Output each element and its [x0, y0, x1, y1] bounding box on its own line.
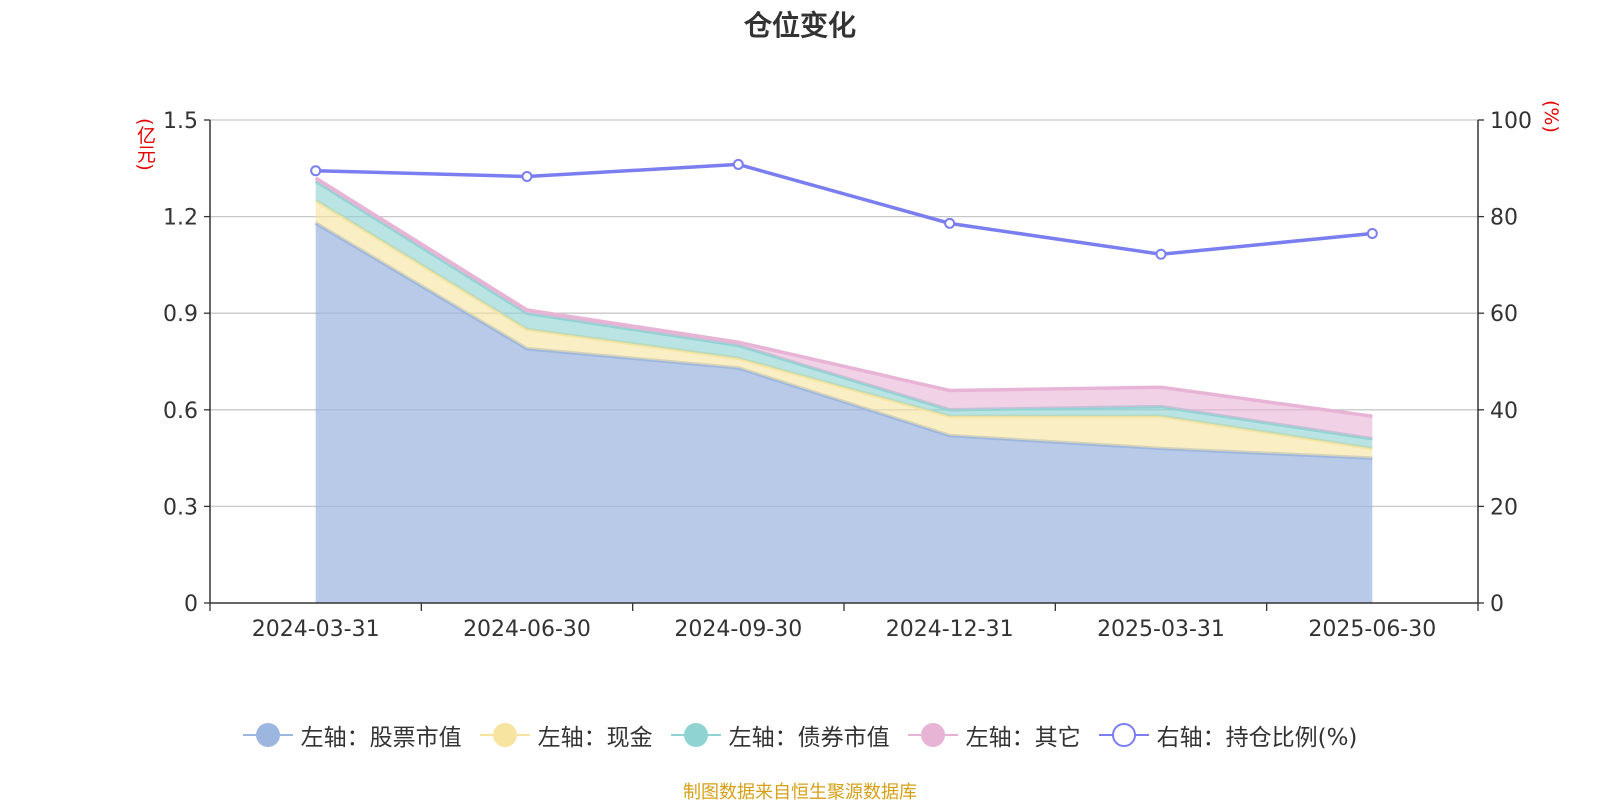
legend-item[interactable]: 左轴：其它	[907, 718, 1081, 752]
right-tick-label: 60	[1490, 302, 1518, 327]
holding-ratio-point	[1155, 248, 1167, 260]
legend-label: 左轴：其它	[965, 725, 1081, 751]
x-tick-label: 2025-03-31	[1097, 617, 1225, 642]
right-tick-label: 0	[1490, 592, 1504, 617]
left-axis-unit: (亿元)	[134, 118, 156, 171]
legend-swatch	[907, 723, 958, 747]
holding-ratio-point	[944, 217, 956, 229]
x-tick-label: 2025-06-30	[1308, 617, 1436, 642]
x-tick-label: 2024-12-31	[886, 617, 1014, 642]
legend-item[interactable]: 左轴：现金	[479, 718, 653, 752]
chart-title: 仓位变化	[743, 9, 856, 42]
legend-marker	[1111, 723, 1136, 747]
legend-swatch	[242, 723, 293, 747]
legend-label: 左轴：股票市值	[300, 725, 462, 751]
right-axis-unit: (%)	[1540, 100, 1562, 133]
line-series	[310, 158, 1378, 260]
left-tick-label: 1.5	[163, 109, 198, 134]
left-tick-label: 0.9	[163, 302, 198, 327]
area-0	[315, 223, 1373, 604]
holding-ratio-point	[1366, 228, 1378, 240]
axes: 0 0.3 0.6 0.9 1.2 1.5 0 20 40 60 80 100 2024-03-31 20…	[163, 109, 1532, 642]
legend-item[interactable]: 左轴：股票市值	[242, 718, 462, 752]
left-tick-label: 0	[184, 592, 198, 617]
right-tick-label: 100	[1490, 109, 1532, 134]
legend-label: 左轴：现金	[537, 725, 653, 751]
holding-ratio-point	[521, 171, 533, 183]
legend-marker	[255, 723, 280, 747]
legend-swatch	[479, 723, 530, 747]
legend-swatch	[670, 723, 721, 747]
x-tick-label: 2024-09-30	[674, 617, 802, 642]
holding-ratio-line	[315, 162, 1373, 257]
legend-item[interactable]: 左轴：债券市值	[670, 718, 890, 752]
holding-ratio-point	[732, 158, 744, 170]
x-tick-label: 2024-06-30	[463, 617, 591, 642]
legend-swatch	[1098, 723, 1149, 747]
area-edge-3	[314, 176, 1373, 418]
left-tick-label: 0.6	[163, 399, 198, 424]
right-tick-label: 80	[1490, 206, 1518, 231]
area-3	[315, 177, 1373, 439]
left-tick-label: 1.2	[163, 206, 198, 231]
legend-marker	[683, 723, 708, 747]
legend-marker	[492, 723, 517, 747]
right-tick-label: 40	[1490, 399, 1518, 424]
legend-label: 右轴：持仓比例(%)	[1156, 725, 1358, 751]
area-series	[314, 176, 1373, 604]
x-tick-label: 2024-03-31	[252, 617, 380, 642]
right-tick-label: 20	[1490, 495, 1518, 520]
source-note: 制图数据来自恒生聚源数据库	[683, 782, 917, 803]
holding-ratio-point	[310, 165, 322, 177]
legend-label: 左轴：债券市值	[728, 725, 890, 751]
legend-marker	[920, 723, 945, 747]
legend: 左轴：股票市值 左轴：现金 左轴：债券市值 左轴：其它 右轴：持仓比例(%)	[0, 718, 1600, 752]
legend-item[interactable]: 右轴：持仓比例(%)	[1098, 718, 1358, 752]
left-tick-label: 0.3	[163, 495, 198, 520]
